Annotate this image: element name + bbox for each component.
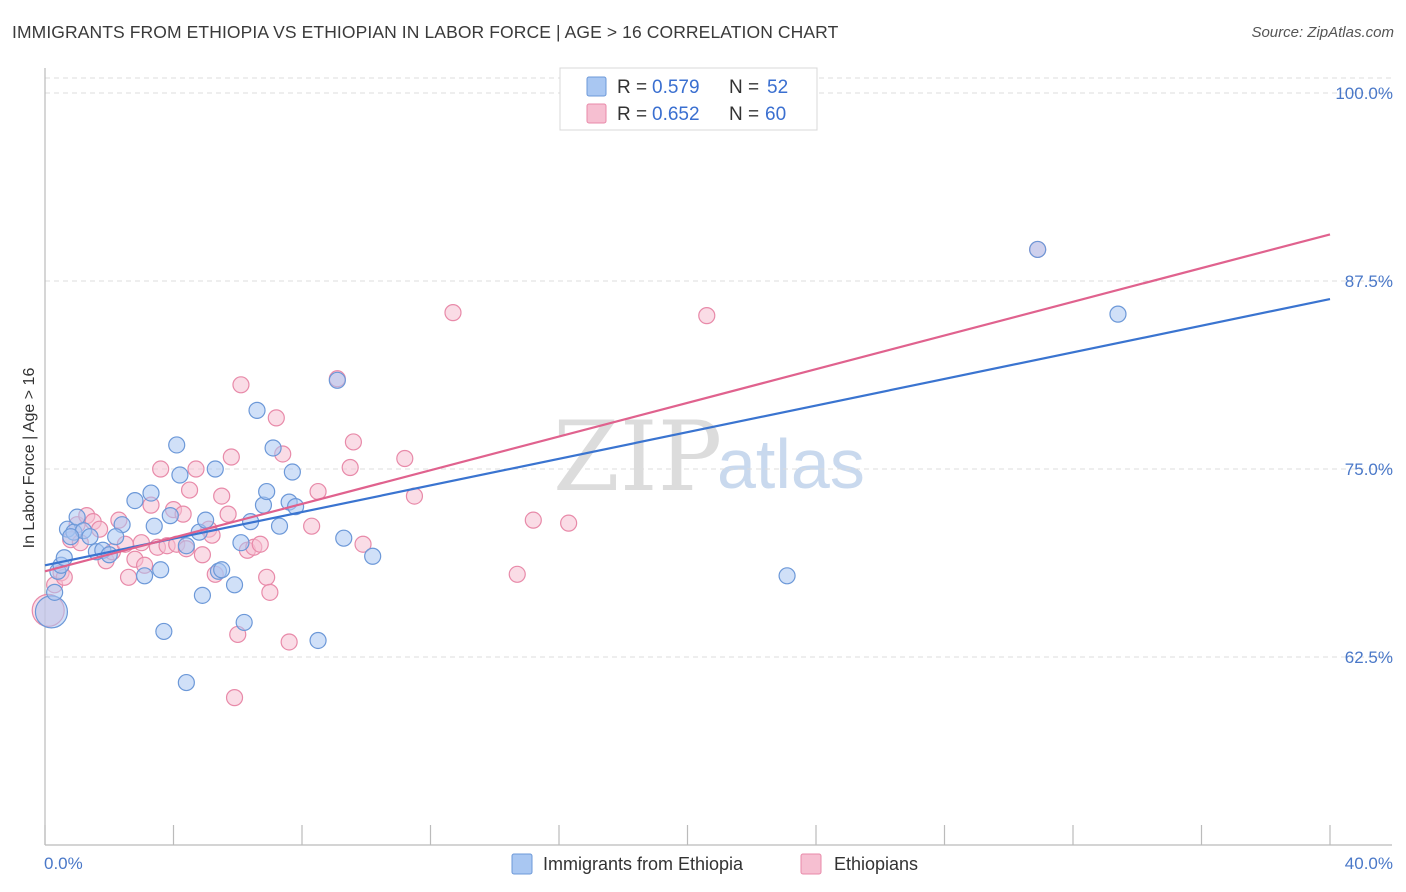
y-tick-label: 62.5% xyxy=(1345,648,1393,667)
point-ethiopia-immigrants xyxy=(335,529,353,547)
point-ethiopians xyxy=(119,568,138,586)
bottom-legend-label-blue: Immigrants from Ethiopia xyxy=(543,854,744,874)
point-ethiopians xyxy=(232,376,250,394)
point-ethiopia-immigrants xyxy=(309,631,327,650)
point-ethiopia-immigrants xyxy=(232,534,250,552)
point-ethiopia-immigrants xyxy=(161,507,179,525)
point-ethiopians xyxy=(258,568,276,586)
point-ethiopians xyxy=(344,433,362,451)
legend-r-value-blue: 0.579 xyxy=(652,77,700,98)
point-ethiopia-immigrants xyxy=(168,436,186,454)
point-ethiopians xyxy=(354,535,372,553)
point-ethiopia-immigrants xyxy=(258,482,276,501)
y-tick-label: 87.5% xyxy=(1345,272,1393,291)
trend-line-blue xyxy=(44,297,1331,567)
point-ethiopians xyxy=(341,458,359,477)
legend-n-value-pink: 60 xyxy=(765,104,786,125)
point-ethiopia-immigrants xyxy=(107,528,125,546)
point-ethiopians xyxy=(152,460,170,478)
point-ethiopia-immigrants xyxy=(270,517,289,535)
point-ethiopia-immigrants xyxy=(155,622,173,641)
point-ethiopia-immigrants xyxy=(135,567,154,585)
point-ethiopians xyxy=(261,583,279,601)
point-ethiopia-immigrants xyxy=(248,401,266,419)
gridlines xyxy=(45,77,1392,658)
point-ethiopians xyxy=(180,481,199,499)
point-ethiopia-immigrants xyxy=(264,439,282,457)
legend-r-label-blue: R = xyxy=(617,77,647,98)
point-ethiopians xyxy=(303,517,321,535)
point-ethiopians xyxy=(193,546,212,564)
x-tick-min: 0.0% xyxy=(44,854,83,873)
y-axis-label: In Labor Force | Age > 16 xyxy=(21,368,38,549)
point-ethiopia-immigrants xyxy=(1109,305,1127,323)
legend-n-label-blue: N = xyxy=(729,77,759,98)
point-ethiopia-immigrants xyxy=(206,460,224,478)
point-ethiopia-immigrants xyxy=(235,613,253,632)
point-ethiopians xyxy=(187,460,205,478)
point-ethiopians xyxy=(524,511,542,529)
legend-n-value-blue: 52 xyxy=(767,77,788,98)
point-ethiopians xyxy=(251,535,269,553)
point-ethiopia-immigrants xyxy=(177,537,195,555)
point-ethiopia-immigrants xyxy=(177,673,195,692)
point-ethiopia-immigrants xyxy=(46,583,64,601)
point-ethiopians xyxy=(222,448,240,466)
point-ethiopia-immigrants xyxy=(213,561,231,579)
bottom-legend-swatch-blue xyxy=(511,853,533,875)
y-tick-label: 75.0% xyxy=(1345,460,1393,479)
point-ethiopia-immigrants xyxy=(145,517,163,535)
point-ethiopians xyxy=(396,449,414,468)
point-ethiopia-immigrants xyxy=(142,484,160,502)
point-ethiopians xyxy=(698,307,716,325)
point-ethiopia-immigrants xyxy=(152,561,170,579)
bottom-legend: Immigrants from Ethiopia Ethiopians xyxy=(511,853,918,875)
legend-r-label-pink: R = xyxy=(617,104,647,125)
point-ethiopia-immigrants xyxy=(364,547,382,565)
point-ethiopians xyxy=(225,689,244,707)
y-tick-label: 100.0% xyxy=(1335,84,1393,103)
point-ethiopia-immigrants xyxy=(171,466,189,484)
legend-swatch-blue xyxy=(586,76,607,97)
trend-lines xyxy=(44,233,1331,573)
point-ethiopia-immigrants xyxy=(81,528,99,546)
trend-line-pink xyxy=(44,233,1331,573)
point-ethiopia-immigrants xyxy=(197,511,215,529)
watermark-zip: ZIP xyxy=(553,401,722,513)
legend-n-label-pink: N = xyxy=(729,104,759,125)
point-ethiopia-immigrants xyxy=(126,492,144,510)
point-ethiopians xyxy=(444,304,462,322)
point-ethiopia-immigrants xyxy=(328,371,346,389)
x-tick-max: 40.0% xyxy=(1345,854,1393,873)
point-ethiopians xyxy=(219,505,237,523)
point-ethiopians xyxy=(508,565,526,583)
point-ethiopia-immigrants xyxy=(778,567,796,585)
axes xyxy=(44,68,1392,846)
chart-title: IMMIGRANTS FROM ETHIOPIA VS ETHIOPIAN IN… xyxy=(12,22,839,42)
point-ethiopians xyxy=(560,514,578,532)
legend-r-value-pink: 0.652 xyxy=(652,104,700,125)
point-ethiopia-immigrants xyxy=(34,595,69,629)
bottom-legend-label-pink: Ethiopians xyxy=(834,854,918,874)
point-ethiopians xyxy=(213,487,231,505)
legend-swatch-pink xyxy=(586,103,607,124)
point-ethiopia-immigrants xyxy=(225,576,244,594)
legend: R = 0.579 N = 52 R = 0.652 N = 60 xyxy=(559,67,818,131)
point-ethiopians xyxy=(267,409,285,427)
point-ethiopians xyxy=(280,633,298,651)
source-label: Source: ZipAtlas.com xyxy=(1251,24,1394,41)
point-ethiopia-immigrants xyxy=(283,463,301,481)
y-tick-labels: 62.5% 75.0% 87.5% 100.0% xyxy=(1335,84,1393,667)
point-ethiopia-immigrants xyxy=(193,586,212,604)
point-ethiopia-immigrants xyxy=(1029,240,1047,259)
bottom-legend-swatch-pink xyxy=(800,853,822,875)
watermark-atlas: atlas xyxy=(717,425,865,503)
point-ethiopia-immigrants xyxy=(62,528,80,546)
